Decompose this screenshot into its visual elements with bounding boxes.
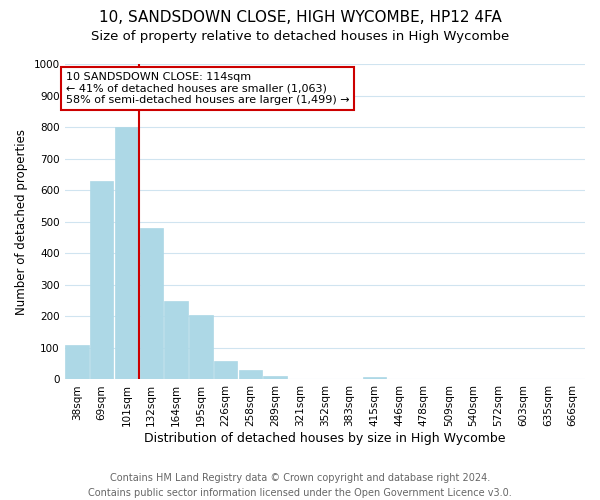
Bar [263,376,287,380]
X-axis label: Distribution of detached houses by size in High Wycombe: Distribution of detached houses by size … [144,432,506,445]
Text: 10, SANDSDOWN CLOSE, HIGH WYCOMBE, HP12 4FA: 10, SANDSDOWN CLOSE, HIGH WYCOMBE, HP12 … [98,10,502,25]
Bar [115,127,138,380]
Bar [239,370,262,380]
Bar [214,360,238,380]
Bar [362,378,386,380]
Bar [189,315,212,380]
Bar [90,180,113,380]
Y-axis label: Number of detached properties: Number of detached properties [15,128,28,314]
Text: 10 SANDSDOWN CLOSE: 114sqm
← 41% of detached houses are smaller (1,063)
58% of s: 10 SANDSDOWN CLOSE: 114sqm ← 41% of deta… [66,72,349,105]
Bar [140,228,163,380]
Bar [65,345,89,380]
Text: Contains HM Land Registry data © Crown copyright and database right 2024.
Contai: Contains HM Land Registry data © Crown c… [88,472,512,498]
Bar [164,300,188,380]
Text: Size of property relative to detached houses in High Wycombe: Size of property relative to detached ho… [91,30,509,43]
